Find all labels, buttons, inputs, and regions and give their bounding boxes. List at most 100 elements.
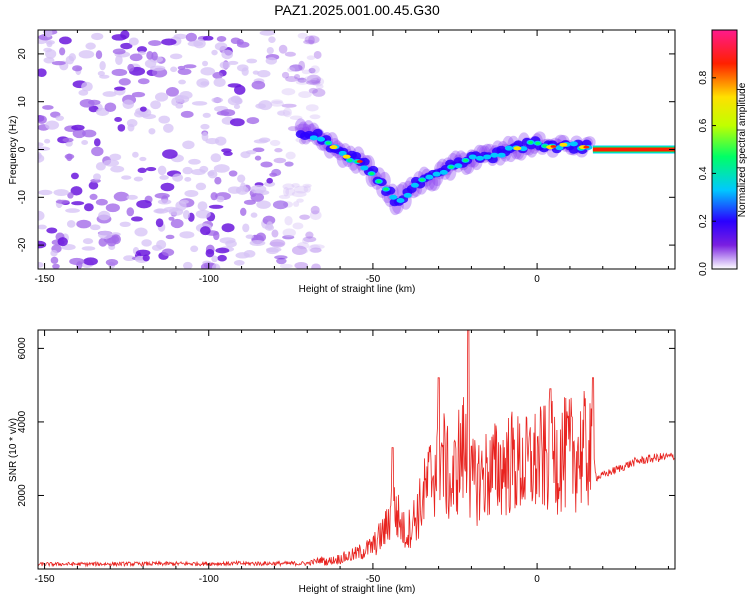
noise-blob — [296, 198, 304, 203]
colorbar-tick-label: 0.0 — [698, 262, 709, 276]
noise-blob — [293, 201, 300, 207]
signal-peak — [504, 145, 513, 151]
noise-blob — [121, 175, 132, 180]
noise-blob — [163, 123, 174, 133]
noise-blob — [168, 216, 175, 221]
noise-blob — [119, 221, 131, 227]
noise-blob — [308, 87, 318, 94]
noise-blob — [310, 78, 321, 84]
noise-blob — [139, 156, 147, 162]
noise-blob — [137, 78, 150, 85]
noise-blob — [243, 249, 256, 258]
signal-peak-high — [419, 178, 425, 182]
noise-blob — [303, 39, 315, 45]
noise-blob — [227, 60, 239, 65]
noise-blob — [310, 205, 320, 215]
noise-blob — [310, 65, 320, 74]
signal-peak — [360, 165, 369, 171]
noise-blob — [78, 50, 95, 59]
noise-blob — [233, 104, 241, 110]
noise-blob — [298, 60, 306, 71]
noise-blob — [237, 174, 246, 183]
noise-blob — [262, 215, 276, 225]
noise-blob — [285, 151, 296, 160]
noise-blob — [38, 189, 53, 196]
noise-blob — [38, 261, 44, 268]
noise-blob — [45, 40, 55, 45]
noise-blob — [250, 212, 258, 218]
signal-peak-high — [347, 158, 353, 162]
noise-blob — [268, 36, 276, 43]
noise-blob — [141, 239, 152, 247]
noise-blob — [165, 234, 175, 240]
noise-blob — [276, 257, 287, 265]
spectrogram-y-label: Frequency (Hz) — [8, 116, 19, 185]
noise-blob — [137, 51, 146, 56]
x-tick-label: 0 — [534, 274, 540, 285]
signal-peak-high — [542, 144, 548, 148]
noise-blob — [308, 244, 321, 253]
noise-blob — [79, 98, 95, 108]
noise-blob — [55, 199, 70, 204]
noise-blob — [304, 35, 320, 44]
noise-blob — [212, 72, 224, 79]
noise-blob — [283, 186, 290, 197]
noise-blob — [241, 67, 249, 76]
noise-blob — [184, 189, 199, 197]
x-tick-label: -50 — [366, 574, 381, 585]
noise-blob — [50, 249, 58, 257]
noise-blob — [67, 192, 74, 199]
noise-blob — [250, 192, 265, 202]
noise-blob — [150, 100, 161, 110]
noise-blob — [81, 81, 93, 92]
noise-blob — [76, 219, 92, 229]
noise-blob — [51, 61, 66, 66]
noise-blob — [228, 170, 238, 177]
noise-blob — [282, 183, 295, 190]
noise-blob — [62, 137, 74, 143]
noise-blob — [193, 38, 206, 49]
noise-blob — [308, 67, 316, 74]
noise-blob — [271, 229, 279, 238]
noise-blob — [89, 224, 101, 231]
noise-blob — [242, 223, 250, 233]
noise-blob — [257, 69, 271, 78]
noise-blob — [221, 49, 234, 60]
noise-blob — [128, 37, 139, 46]
noise-blob — [179, 199, 189, 204]
signal-peak-high — [463, 158, 469, 162]
noise-blob — [211, 255, 218, 263]
noise-blob — [254, 155, 262, 161]
signal-peak-high — [369, 172, 375, 176]
noise-blob — [201, 131, 209, 142]
noise-blob — [306, 74, 322, 85]
noise-blob — [271, 99, 283, 104]
noise-blob — [146, 51, 154, 60]
signal-max — [342, 154, 351, 159]
noise-blob — [243, 199, 256, 205]
noise-blob — [38, 210, 45, 221]
noise-blob — [105, 259, 119, 266]
signal-core — [312, 128, 323, 137]
noise-blob — [66, 220, 76, 228]
noise-blob — [250, 184, 267, 194]
noise-blob — [131, 91, 146, 98]
noise-blob — [315, 83, 324, 89]
noise-blob — [38, 68, 47, 77]
noise-blob — [103, 159, 120, 167]
noise-blob — [195, 209, 211, 219]
noise-blob — [78, 89, 89, 96]
y-tick-label: 6000 — [17, 337, 28, 360]
noise-blob — [175, 95, 190, 103]
signal-peak — [490, 152, 499, 158]
noise-blob — [183, 64, 197, 69]
noise-blob — [102, 91, 117, 97]
noise-blob — [172, 173, 184, 182]
noise-blob — [298, 91, 312, 98]
noise-blob — [284, 216, 293, 226]
signal-peak — [338, 150, 347, 156]
noise-blob — [210, 192, 218, 201]
noise-blob — [269, 172, 278, 177]
noise-blob — [302, 237, 310, 244]
noise-blob — [282, 228, 296, 238]
